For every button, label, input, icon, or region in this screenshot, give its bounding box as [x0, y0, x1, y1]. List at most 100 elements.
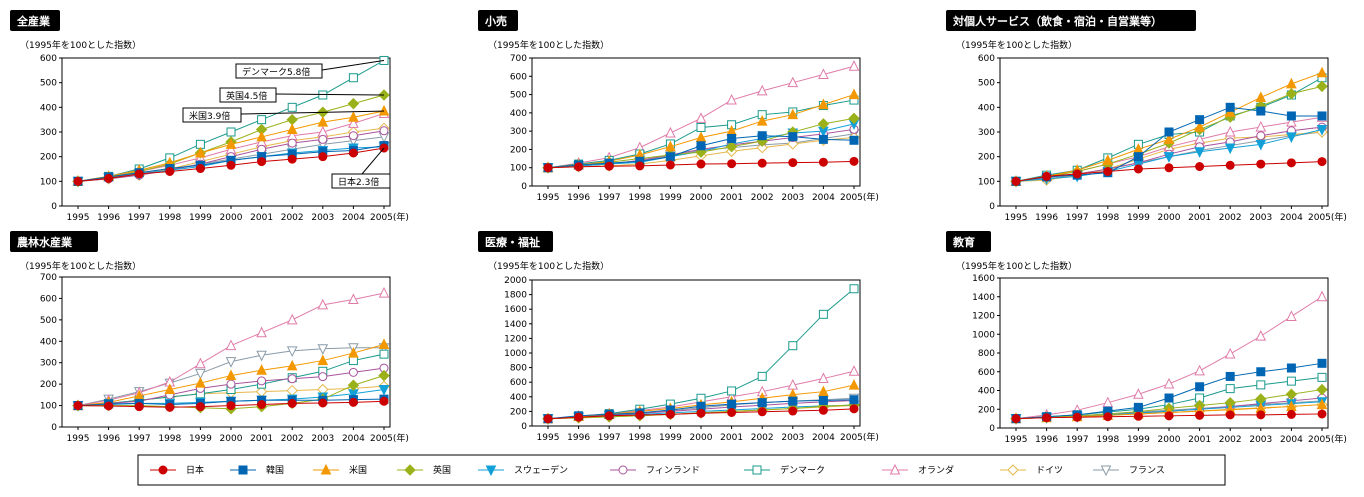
x-tick-label: 2002	[751, 433, 774, 443]
data-point	[286, 384, 298, 397]
data-point	[665, 126, 676, 138]
data-point	[225, 369, 237, 381]
title-background	[10, 231, 98, 252]
data-point	[226, 160, 236, 170]
data-point	[226, 401, 236, 411]
data-point	[348, 367, 358, 377]
x-tick-label: 1997	[128, 213, 151, 223]
y-tick-label: 1400	[504, 320, 527, 330]
data-point	[1285, 88, 1298, 100]
y-tick-label: 200	[978, 153, 995, 163]
x-tick-label: 1996	[1035, 213, 1058, 223]
x-tick-label: 2000	[690, 433, 713, 443]
data-point	[725, 140, 738, 153]
y-tick-label: 600	[40, 54, 57, 64]
callout-leader	[275, 93, 385, 96]
data-point	[1286, 132, 1297, 144]
data-point	[257, 376, 267, 386]
data-point	[256, 364, 267, 375]
data-point	[635, 410, 645, 420]
data-point	[317, 344, 329, 355]
x-tick-label: 1998	[158, 434, 181, 444]
data-point	[195, 146, 206, 158]
y-tick-label: 600	[510, 72, 527, 82]
series-日本	[1011, 409, 1327, 424]
data-point	[1256, 367, 1266, 377]
chart-panel-5: 医療・福祉 （1995年を100とした指数） 0 200 400 600 800 1000 12…	[478, 231, 879, 443]
data-point	[1225, 384, 1235, 394]
data-point	[1317, 157, 1327, 167]
legend-item: 日本	[150, 464, 204, 476]
data-point	[1256, 380, 1266, 390]
data-point	[1256, 410, 1266, 420]
data-point	[1164, 163, 1174, 173]
data-point	[195, 357, 206, 369]
data-point	[318, 90, 328, 100]
x-tick-label: 1999	[189, 213, 212, 223]
data-point	[727, 399, 737, 409]
data-point	[818, 405, 828, 415]
chart-title-text: 対個人サービス（飲食・宿泊・自営業等）	[952, 14, 1162, 28]
data-point	[379, 396, 389, 406]
callout-leader	[321, 59, 385, 71]
data-point	[1042, 171, 1052, 181]
data-point	[1194, 120, 1205, 132]
data-point	[378, 369, 390, 382]
data-point	[756, 114, 768, 126]
x-tick-label: 1999	[1127, 435, 1150, 445]
data-point	[348, 131, 358, 141]
data-point	[788, 158, 798, 168]
data-point	[757, 131, 767, 141]
x-tick-label: 2001	[720, 193, 743, 203]
data-point	[818, 395, 828, 405]
legend-item: オランダ	[882, 463, 954, 476]
y-tick-label: 200	[510, 145, 527, 155]
data-point	[787, 76, 799, 88]
data-point	[1286, 376, 1296, 386]
data-point	[257, 144, 267, 154]
chart-title-text: 教育	[952, 235, 975, 249]
data-point	[347, 379, 360, 391]
chart-title: 全産業	[10, 10, 60, 31]
x-tick-label: 2004	[342, 434, 365, 444]
series-英国	[72, 89, 390, 188]
data-point	[848, 60, 860, 71]
legend-item: 英国	[397, 464, 451, 476]
y-axis-label: （1995年を100とした指数）	[956, 260, 1077, 272]
y-tick-label: 300	[40, 128, 57, 138]
data-point	[1195, 115, 1205, 125]
data-point	[1133, 411, 1143, 421]
data-point	[348, 148, 358, 158]
data-point	[348, 346, 359, 358]
data-point	[756, 84, 768, 96]
chart-panel-3: 対個人サービス（飲食・宿泊・自営業等） （1995年を100とした指数） 0 100 2…	[946, 10, 1347, 223]
x-tick-label: 2001	[250, 434, 273, 444]
data-point	[696, 141, 706, 151]
legend-marker	[404, 464, 416, 476]
y-tick-label: 1600	[504, 305, 527, 315]
data-point	[287, 102, 297, 112]
y-tick-label: 300	[40, 359, 57, 369]
data-point	[1316, 66, 1328, 78]
data-point	[1224, 347, 1236, 359]
data-point	[727, 407, 737, 417]
data-point	[1316, 125, 1328, 136]
x-tick-label: 2000	[690, 193, 713, 203]
legend-marker	[485, 465, 497, 477]
data-point	[1011, 414, 1021, 424]
x-tick-label: 1998	[628, 193, 651, 203]
data-point	[757, 371, 767, 381]
x-tick-label: 2001	[1188, 435, 1211, 445]
data-point	[225, 357, 237, 368]
x-tick-label: 1996	[97, 434, 120, 444]
y-tick-label: 100	[40, 402, 57, 412]
y-tick-label: 700	[510, 54, 527, 64]
data-point	[727, 159, 737, 169]
x-tick-label: 2001	[250, 213, 273, 223]
series-日本	[543, 404, 859, 424]
data-point	[1163, 152, 1175, 163]
x-tick-label: 1997	[1066, 213, 1089, 223]
data-point	[818, 68, 829, 79]
